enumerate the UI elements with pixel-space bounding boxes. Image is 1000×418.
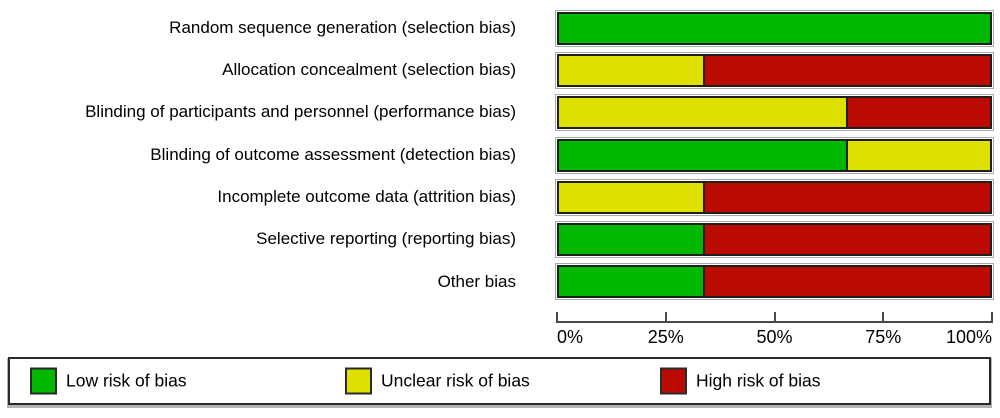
bar-track [557, 180, 992, 214]
bar-segment-unclear [559, 182, 703, 212]
bar-segment-unclear [559, 55, 703, 85]
category-label: Incomplete outcome data (attrition bias) [217, 186, 516, 206]
axis-tick-label: 75% [865, 327, 902, 347]
axis-tick [664, 312, 667, 323]
axis-tick [991, 312, 993, 323]
category-label: Blinding of participants and personnel (… [85, 102, 516, 122]
legend-swatch-low [30, 367, 57, 395]
axis-tick-label: 50% [756, 327, 793, 347]
bar-segment-high [702, 267, 990, 297]
legend-entry-unclear: Unclear risk of bias [345, 367, 530, 395]
chart-row: Other bias [0, 261, 1000, 303]
axis-tick-label: 100% [945, 327, 992, 347]
legend-entry-high: High risk of bias [660, 367, 821, 395]
bar-track [557, 96, 992, 130]
bar-segment-high [846, 98, 990, 128]
axis-tick [556, 312, 558, 323]
legend-label: Unclear risk of bias [381, 370, 530, 391]
bar-track [557, 11, 992, 45]
bar-track [557, 265, 992, 299]
axis-tick-label: 0% [557, 327, 584, 347]
legend-label: High risk of bias [696, 370, 821, 391]
category-label: Random sequence generation (selection bi… [169, 17, 516, 37]
chart-row: Allocation concealment (selection bias) [0, 49, 1000, 91]
chart-row: Selective reporting (reporting bias) [0, 218, 1000, 260]
chart-row: Blinding of outcome assessment (detectio… [0, 134, 1000, 176]
bar-track [557, 223, 992, 257]
category-label: Other bias [437, 271, 516, 291]
axis-tick [882, 312, 885, 323]
axis-tick [773, 312, 776, 323]
axis-tick-label: 25% [647, 327, 684, 347]
bar-segment-high [702, 225, 990, 255]
bar-track [557, 138, 992, 172]
bar-track [557, 53, 992, 87]
legend-box: Low risk of bias Unclear risk of bias High… [8, 357, 991, 405]
bar-segment-low [559, 13, 990, 43]
bar-segment-high [702, 182, 990, 212]
legend-swatch-unclear [345, 367, 372, 395]
x-axis: 0% 25% 50% 75% 100% [556, 312, 993, 352]
bar-segment-high [702, 55, 990, 85]
category-label: Selective reporting (reporting bias) [256, 229, 516, 249]
chart-row: Random sequence generation (selection bi… [0, 7, 1000, 49]
category-label: Blinding of outcome assessment (detectio… [150, 144, 516, 164]
bar-segment-low [559, 225, 703, 255]
bars-area: Random sequence generation (selection bi… [0, 7, 1000, 303]
chart-row: Incomplete outcome data (attrition bias) [0, 176, 1000, 218]
chart-row: Blinding of participants and personnel (… [0, 92, 1000, 134]
legend-label: Low risk of bias [66, 370, 187, 391]
bar-segment-low [559, 140, 847, 170]
legend-swatch-high [660, 367, 687, 395]
category-label: Allocation concealment (selection bias) [222, 60, 516, 80]
bar-segment-unclear [559, 98, 847, 128]
bar-segment-low [559, 267, 703, 297]
legend-entry-low: Low risk of bias [30, 367, 187, 395]
bar-segment-unclear [846, 140, 990, 170]
